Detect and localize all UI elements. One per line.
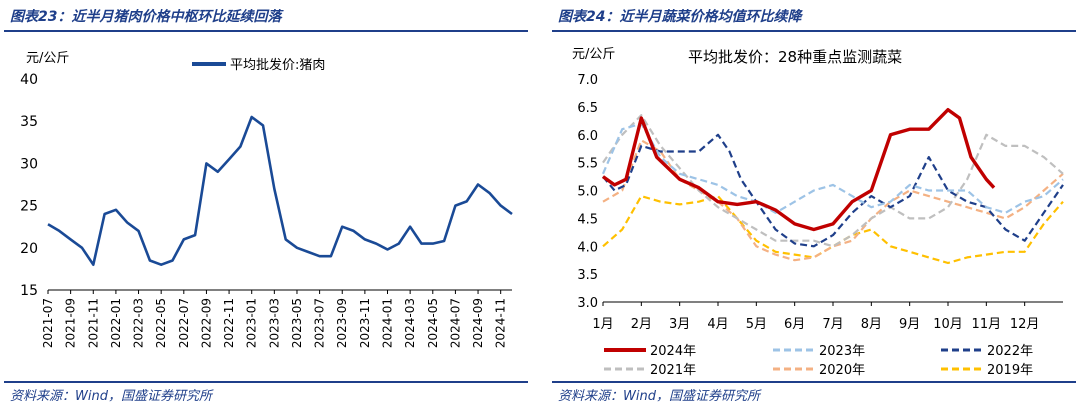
- x-tick-label: 2023-05: [290, 298, 304, 348]
- right-chart-heading: 图表24：近半月蔬菜价格均值环比续降: [558, 9, 802, 25]
- legend-label-2021: 2021年: [650, 363, 696, 378]
- legend-label-2020: 2020年: [819, 363, 865, 378]
- x-tick-label: 2022-05: [154, 298, 168, 348]
- x-tick-label: 2023-11: [358, 298, 372, 348]
- x-tick-label: 2024-11: [494, 298, 508, 348]
- y-axis-label: 元/公斤: [26, 51, 69, 66]
- series-line-2019: [602, 195, 1064, 265]
- x-tick-label: 6月: [784, 317, 805, 332]
- x-tick-label: 9月: [899, 317, 920, 332]
- y-tick-label: 5.0: [577, 185, 598, 200]
- series-line-2022: [602, 133, 1064, 248]
- left-chart-heading: 图表23：近半月猪肉价格中枢环比延续回落: [10, 9, 282, 25]
- y-tick-label: 4.0: [577, 240, 598, 255]
- x-tick-label: 2024-09: [471, 298, 485, 348]
- vegetable-price-chart: 元/公斤 平均批发价：28种重点监测蔬菜 3.0 3.5 4.0 4.5 5.0 5.5 6.0…: [572, 47, 1064, 378]
- x-tick-label: 2月: [631, 317, 652, 332]
- series-line-2021: [602, 114, 1064, 248]
- y-tick-label: 20: [20, 241, 38, 257]
- y-tick-label: 5.5: [577, 157, 598, 172]
- y-tick-label: 35: [20, 114, 38, 130]
- x-tick-label: 8月: [861, 317, 882, 332]
- y-tick-label: 25: [20, 199, 38, 215]
- x-tick-label: 3月: [669, 317, 690, 332]
- y-tick-label: 3.0: [577, 296, 598, 311]
- x-tick-label: 2024-05: [426, 298, 440, 348]
- x-tick-label: 2021-07: [41, 298, 55, 348]
- x-tick-label: 2022-09: [199, 298, 213, 348]
- x-tick-label: 2022-01: [109, 298, 123, 348]
- x-tick-label: 2021-11: [86, 298, 100, 348]
- x-tick-label: 2023-01: [245, 298, 259, 348]
- x-tick-label: 4月: [707, 317, 728, 332]
- y-tick-label: 3.5: [577, 268, 598, 283]
- x-tick-label: 10月: [933, 317, 963, 332]
- x-tick-label: 1月: [592, 317, 613, 332]
- y-tick-label: 6.5: [577, 101, 598, 116]
- x-tick-label: 7月: [822, 317, 843, 332]
- x-tick-label: 2023-03: [267, 298, 281, 348]
- legend-label-2023: 2023年: [819, 344, 865, 359]
- chart-title: 平均批发价：28种重点监测蔬菜: [688, 48, 902, 66]
- x-tick-label: 2022-03: [132, 298, 146, 348]
- y-tick-label: 40: [20, 72, 38, 88]
- right-chart-panel: 图表24：近半月蔬菜价格均值环比续降 元/公斤 平均批发价：28种重点监测蔬菜 3.…: [548, 0, 1080, 407]
- pork-price-chart: 元/公斤 15 20 25 30 35 40 2021-07 2021-09 2021-11 202…: [20, 51, 513, 348]
- left-source-note: 资料来源：Wind，国盛证券研究所: [10, 389, 212, 404]
- right-source-note: 资料来源：Wind，国盛证券研究所: [558, 389, 760, 404]
- x-tick-label: 2021-09: [64, 298, 78, 348]
- y-tick-label: 4.5: [577, 212, 598, 227]
- x-tick-label: 11月: [972, 317, 1002, 332]
- x-tick-label: 2024-03: [403, 298, 417, 348]
- right-bottom-rule: [552, 381, 1076, 383]
- y-tick-label: 6.0: [577, 129, 598, 144]
- left-top-rule: [4, 30, 528, 32]
- series-line-2023: [601, 122, 1064, 214]
- series-line-2024: [602, 108, 996, 232]
- left-chart-panel: 图表23：近半月猪肉价格中枢环比延续回落 元/公斤 15 20 25 30 35 40 202…: [0, 0, 532, 407]
- right-top-rule: [552, 30, 1076, 32]
- x-tick-label: 2024-07: [448, 298, 462, 348]
- x-tick-label: 2022-11: [222, 298, 236, 348]
- x-tick-label: 2022-07: [177, 298, 191, 348]
- y-tick-label: 30: [20, 156, 38, 172]
- x-tick-label: 2023-07: [313, 298, 327, 348]
- y-tick-label: 15: [20, 283, 38, 299]
- y-tick-label: 7.0: [577, 73, 598, 88]
- y-axis-label: 元/公斤: [572, 47, 615, 62]
- x-tick-label: 2023-09: [335, 298, 349, 348]
- x-tick-label: 5月: [746, 317, 767, 332]
- left-bottom-rule: [4, 381, 528, 383]
- x-tick-label: 12月: [1010, 317, 1040, 332]
- series-line-pork: [47, 115, 513, 266]
- legend-label-2024: 2024年: [650, 344, 696, 359]
- legend-label-2022: 2022年: [987, 344, 1033, 359]
- x-tick-label: 2024-01: [381, 298, 395, 348]
- legend-label-pork: 平均批发价:猪肉: [230, 57, 325, 73]
- legend-label-2019: 2019年: [987, 363, 1033, 378]
